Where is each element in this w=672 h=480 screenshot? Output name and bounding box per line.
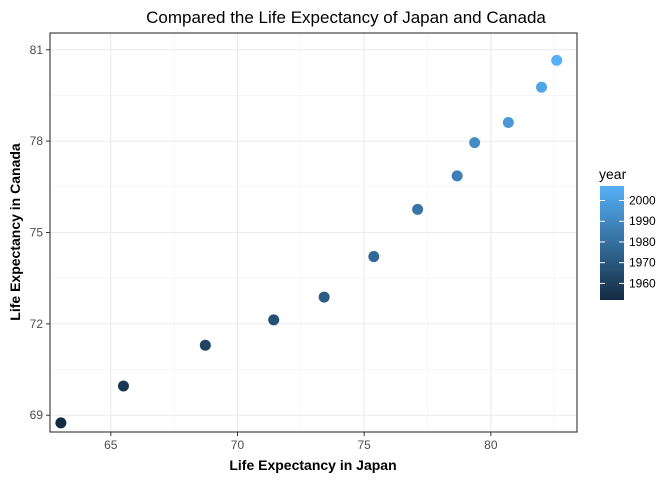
- scatter-point: [268, 314, 280, 326]
- scatter-point: [451, 170, 463, 182]
- scatter-point: [551, 54, 563, 66]
- y-axis-label: Life Expectancy in Canada: [7, 143, 23, 321]
- x-axis-label: Life Expectancy in Japan: [229, 457, 396, 473]
- legend-color-bar: [600, 186, 624, 300]
- legend-tick-label: 1970: [629, 256, 656, 270]
- grid-lines: [50, 33, 577, 432]
- chart-title: Compared the Life Expectancy of Japan an…: [146, 8, 546, 27]
- scatter-point: [199, 339, 211, 351]
- legend-ticks: 1960 1970 1980 1990 2000: [600, 194, 656, 290]
- color-legend: year 1960 1970 1980 1990 2000: [599, 166, 656, 300]
- y-tick-label: 69: [30, 408, 44, 422]
- x-axis-ticks: 65 70 75 80: [104, 432, 498, 452]
- scatter-point: [318, 291, 330, 303]
- scatter-point: [368, 251, 380, 263]
- y-tick-label: 81: [30, 43, 44, 57]
- x-tick-label: 70: [231, 438, 245, 452]
- scatter-point: [469, 137, 481, 149]
- data-points: [55, 54, 563, 429]
- legend-tick-label: 1960: [629, 276, 656, 290]
- legend-tick-label: 1980: [629, 235, 656, 249]
- scatter-point: [117, 380, 129, 392]
- x-tick-label: 65: [104, 438, 118, 452]
- x-tick-label: 75: [357, 438, 371, 452]
- legend-tick-label: 1990: [629, 214, 656, 228]
- scatter-point: [536, 81, 548, 93]
- scatter-point: [502, 117, 514, 129]
- x-tick-label: 80: [484, 438, 498, 452]
- scatter-point: [412, 203, 424, 215]
- legend-title: year: [599, 166, 627, 182]
- y-axis-ticks: 69 72 75 78 81: [30, 43, 50, 422]
- y-tick-label: 78: [30, 134, 44, 148]
- y-tick-label: 72: [30, 317, 44, 331]
- scatter-point: [55, 417, 67, 429]
- legend-tick-label: 2000: [629, 194, 656, 208]
- y-tick-label: 75: [30, 226, 44, 240]
